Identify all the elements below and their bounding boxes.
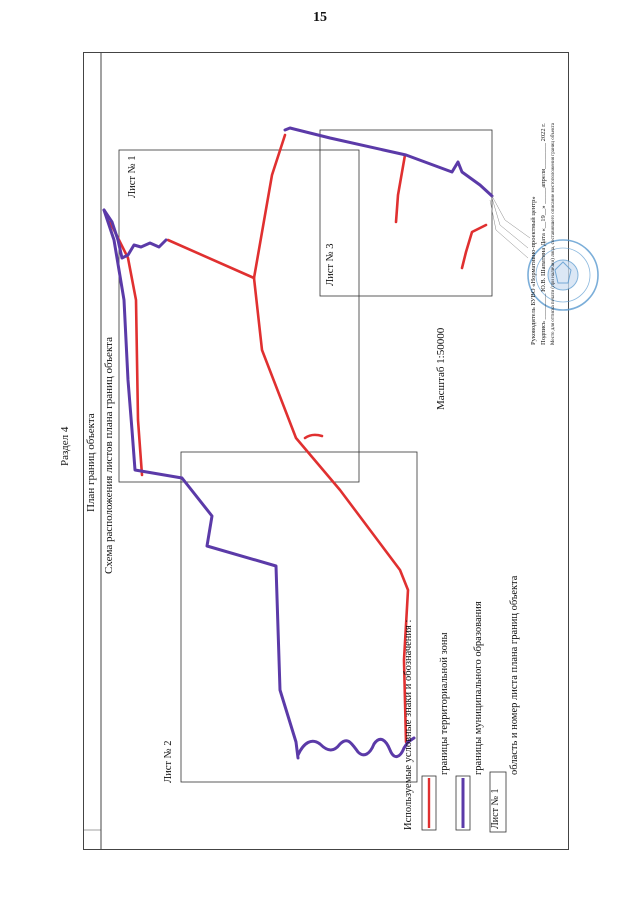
signature-line-1: Руководитель БУВО «Нормативно-проектный … xyxy=(530,196,537,345)
zone-line-northeast xyxy=(252,133,287,280)
sheet-3-label: Лист № 3 xyxy=(325,243,336,286)
municipal-boundary-lines xyxy=(102,126,494,760)
legend-item-municipal: границы муниципального образования xyxy=(473,601,484,775)
page-frame xyxy=(83,52,569,850)
sheet-1-label: Лист № 1 xyxy=(127,155,138,198)
sheet-2-label: Лист № 2 xyxy=(163,740,174,783)
zone-line-west xyxy=(108,220,144,477)
municipal-line-east xyxy=(283,126,494,198)
signature-line-3: Место для оттиска печати (при наличии) л… xyxy=(551,123,556,345)
municipal-line-north xyxy=(102,208,168,260)
legend-box-zone xyxy=(421,775,437,831)
zone-line-fragment-1 xyxy=(303,433,324,440)
leader-lines xyxy=(489,195,531,259)
zone-line-south xyxy=(252,276,410,744)
plan-title: План границ объекта xyxy=(85,413,97,512)
zone-boundary-lines xyxy=(108,133,488,744)
leader-line-3 xyxy=(489,199,529,259)
sheet-1-area xyxy=(118,149,360,483)
zone-line-north xyxy=(166,238,256,280)
zone-line-sheet3-a xyxy=(394,153,407,224)
signature-line-2: Подпись ________ Ю.В. Шапатина Дата «__1… xyxy=(540,123,547,345)
legend-item-zone: границы территориальной зоны xyxy=(439,632,450,775)
leader-line-1 xyxy=(491,195,531,239)
leader-line-2 xyxy=(491,197,529,249)
zone-line-sheet3-b xyxy=(460,223,488,270)
scale-label: Масштаб 1:50000 xyxy=(435,327,447,410)
page-number: 15 xyxy=(313,10,327,25)
sheet-3-area xyxy=(319,129,493,297)
legend-title: Используемые условные знаки и обозначени… xyxy=(403,619,414,830)
sheet-2-area xyxy=(180,451,418,783)
legend-box-sheet xyxy=(489,771,507,833)
legend-sheet-sample: Лист № 1 xyxy=(490,788,501,829)
municipal-line-south-wavy xyxy=(296,736,416,758)
municipal-line-west xyxy=(102,208,300,760)
sheets-layout-title: Схема расположения листов плана границ о… xyxy=(103,337,115,574)
legend-item-sheet: область и номер листа плана границ объек… xyxy=(509,575,520,775)
section-label: Раздел 4 xyxy=(59,426,71,466)
stamp-seal xyxy=(527,239,599,311)
legend-box-municipal xyxy=(455,775,471,831)
